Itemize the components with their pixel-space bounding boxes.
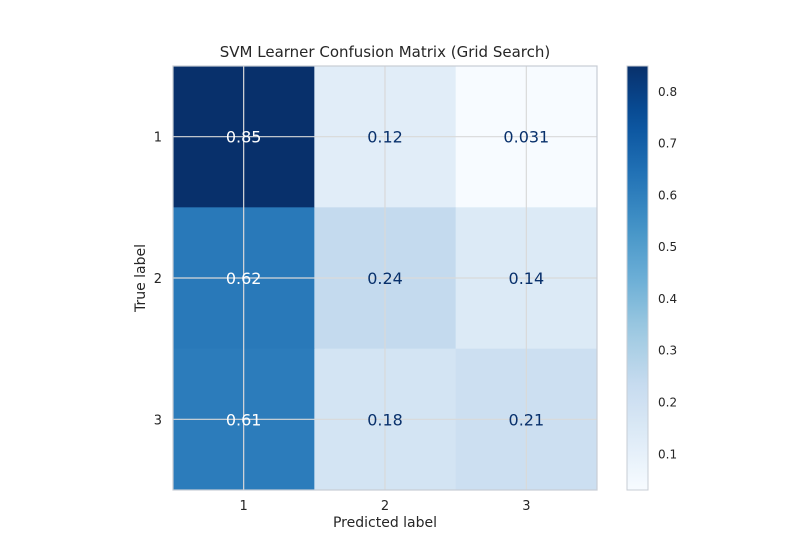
colorbar-tick-label: 0.4 xyxy=(658,292,677,306)
chart-title: SVM Learner Confusion Matrix (Grid Searc… xyxy=(220,43,550,61)
colorbar-tick-label: 0.7 xyxy=(658,137,677,151)
colorbar-tick-label: 0.2 xyxy=(658,396,677,410)
cell-value-label: 0.24 xyxy=(367,269,403,288)
x-axis-ticks: 1 2 3 xyxy=(240,499,531,514)
y-tick-label: 2 xyxy=(154,272,162,287)
cell-value-label: 0.12 xyxy=(367,128,403,147)
y-axis-ticks: 1 2 3 xyxy=(154,131,162,429)
cell-value-labels: 0.85 0.12 0.031 0.62 0.24 0.14 0.61 0.18 0.21 xyxy=(226,128,549,430)
x-tick-label: 3 xyxy=(522,499,530,514)
cell-value-label: 0.62 xyxy=(226,269,262,288)
cell-value-label: 0.14 xyxy=(509,269,545,288)
cell-value-label: 0.18 xyxy=(367,410,403,429)
y-axis-label: True label xyxy=(133,244,149,313)
y-tick-label: 3 xyxy=(154,413,162,428)
x-tick-label: 1 xyxy=(240,499,248,514)
x-tick-label: 2 xyxy=(381,499,389,514)
cell-value-label: 0.61 xyxy=(226,410,262,429)
cell-value-label: 0.031 xyxy=(503,128,549,147)
plot-frame xyxy=(172,65,598,491)
y-tick-label: 1 xyxy=(154,131,162,146)
x-axis-label: Predicted label xyxy=(333,515,437,531)
colorbar-tick-label: 0.8 xyxy=(658,85,677,99)
cell-value-label: 0.21 xyxy=(509,410,545,429)
colorbar-tick-label: 0.3 xyxy=(658,344,677,358)
cell-value-label: 0.85 xyxy=(226,128,262,147)
grid-lines xyxy=(173,66,597,490)
colorbar-tick-label: 0.1 xyxy=(658,447,677,461)
colorbar-tick-label: 0.5 xyxy=(658,240,677,254)
colorbar-ticks: 0.1 0.2 0.3 0.4 0.5 0.6 0.7 0.8 xyxy=(658,85,677,461)
colorbar xyxy=(626,65,649,491)
colorbar-tick-label: 0.6 xyxy=(658,188,677,202)
